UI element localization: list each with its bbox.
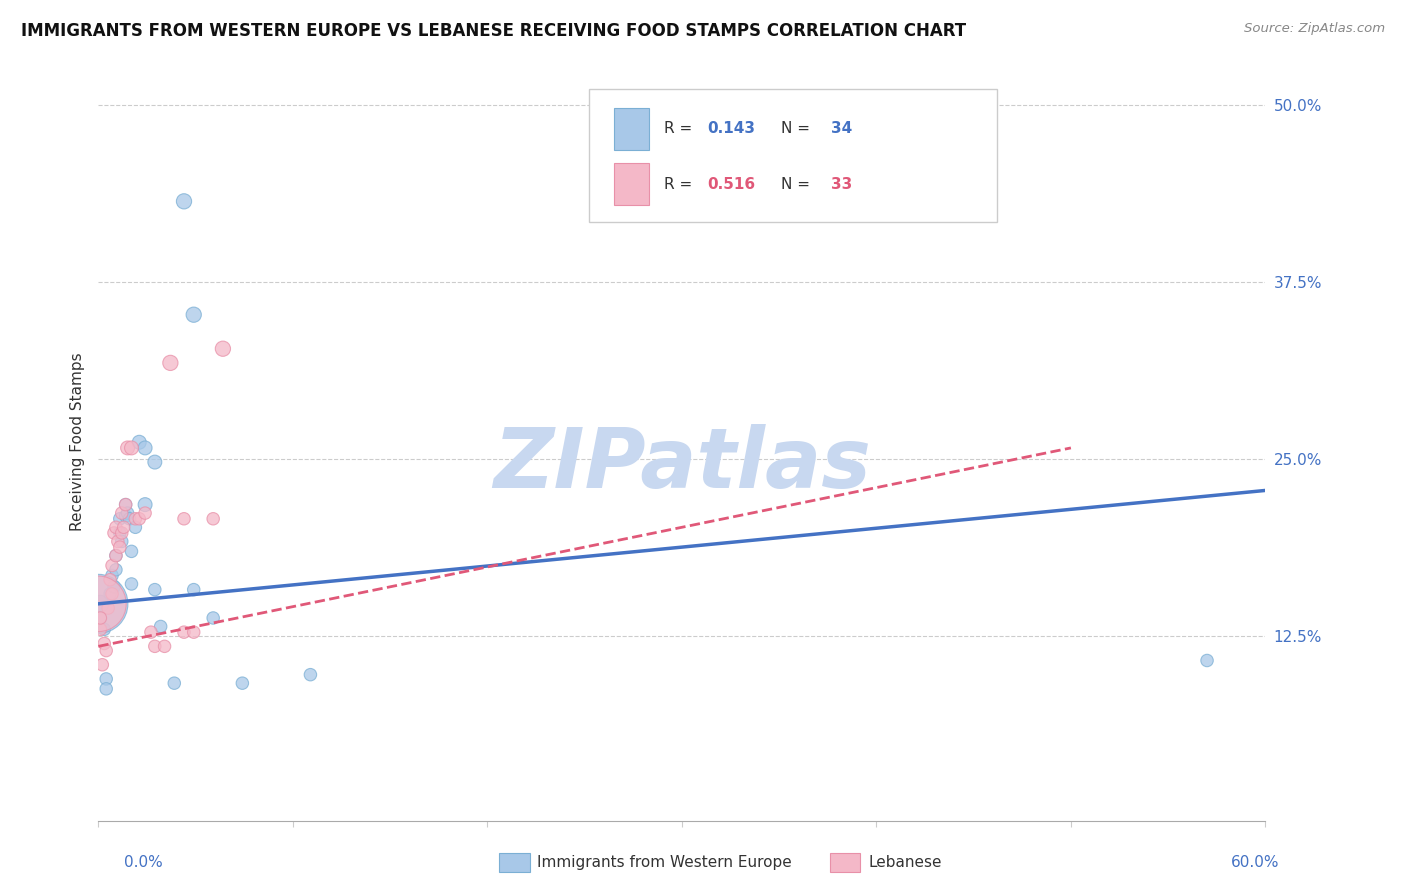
Point (118, 512, 141, 526)
Point (114, 498, 136, 512)
Point (149, 619, 172, 633)
FancyBboxPatch shape (614, 163, 650, 205)
Point (96, 643, 118, 657)
Point (128, 512, 150, 526)
Point (91, 657, 114, 672)
Point (124, 520, 146, 534)
Point (111, 534, 134, 549)
Point (112, 520, 135, 534)
Point (89, 611, 111, 625)
Point (104, 563, 127, 577)
Point (108, 512, 131, 526)
Point (89, 597, 111, 611)
Point (93, 623, 115, 637)
Text: IMMIGRANTS FROM WESTERN EUROPE VS LEBANESE RECEIVING FOOD STAMPS CORRELATION CHA: IMMIGRANTS FROM WESTERN EUROPE VS LEBANE… (21, 22, 966, 40)
Text: N =: N = (782, 177, 815, 192)
Point (111, 506, 134, 520)
Point (98, 573, 121, 587)
Text: 33: 33 (831, 177, 852, 192)
Point (183, 308, 205, 322)
Point (134, 506, 156, 520)
Point (299, 667, 322, 681)
Point (202, 611, 225, 625)
Point (1195, 653, 1218, 667)
Point (89, 623, 111, 637)
Point (108, 540, 131, 554)
Point (111, 525, 134, 540)
Point (183, 582, 205, 597)
Point (143, 582, 166, 597)
Text: R =: R = (665, 177, 697, 192)
Point (97, 601, 120, 615)
Point (93, 636, 115, 650)
Point (114, 498, 136, 512)
Point (101, 587, 124, 601)
Point (87, 597, 110, 611)
Text: ZIPatlas: ZIPatlas (494, 424, 870, 505)
Point (121, 441, 143, 455)
Point (101, 558, 124, 573)
Point (212, 342, 235, 356)
Point (104, 520, 127, 534)
Point (104, 549, 127, 563)
Point (134, 498, 156, 512)
Point (117, 506, 139, 520)
Y-axis label: Receiving Food Stamps: Receiving Food Stamps (70, 352, 86, 531)
Point (121, 577, 143, 591)
Point (153, 640, 176, 654)
Point (173, 194, 195, 209)
Point (173, 625, 195, 640)
Text: 34: 34 (831, 121, 852, 136)
Point (121, 544, 143, 558)
Text: 0.143: 0.143 (707, 121, 755, 136)
Point (143, 455, 166, 469)
Point (163, 676, 186, 690)
Point (87, 597, 110, 611)
Text: 60.0%: 60.0% (1232, 855, 1279, 870)
Point (108, 525, 131, 540)
Point (128, 435, 150, 450)
Text: N =: N = (782, 121, 815, 136)
Point (202, 512, 225, 526)
FancyBboxPatch shape (614, 108, 650, 150)
Point (103, 525, 125, 540)
Point (143, 640, 166, 654)
Point (159, 356, 181, 370)
Point (134, 441, 156, 455)
Point (101, 568, 124, 582)
Point (173, 512, 195, 526)
Text: Immigrants from Western Europe: Immigrants from Western Europe (537, 855, 792, 870)
Point (98, 587, 121, 601)
Point (114, 508, 136, 523)
Text: 0.516: 0.516 (707, 177, 755, 192)
Point (104, 549, 127, 563)
Point (183, 625, 205, 640)
Text: Lebanese: Lebanese (869, 855, 942, 870)
FancyBboxPatch shape (589, 89, 997, 221)
Text: 0.0%: 0.0% (124, 855, 163, 870)
Text: R =: R = (665, 121, 697, 136)
Point (107, 534, 129, 549)
Point (96, 672, 118, 686)
Point (117, 441, 139, 455)
Point (103, 580, 125, 594)
Text: Source: ZipAtlas.com: Source: ZipAtlas.com (1244, 22, 1385, 36)
Point (96, 681, 118, 696)
Point (124, 512, 146, 526)
Point (139, 625, 162, 640)
Point (231, 676, 253, 690)
